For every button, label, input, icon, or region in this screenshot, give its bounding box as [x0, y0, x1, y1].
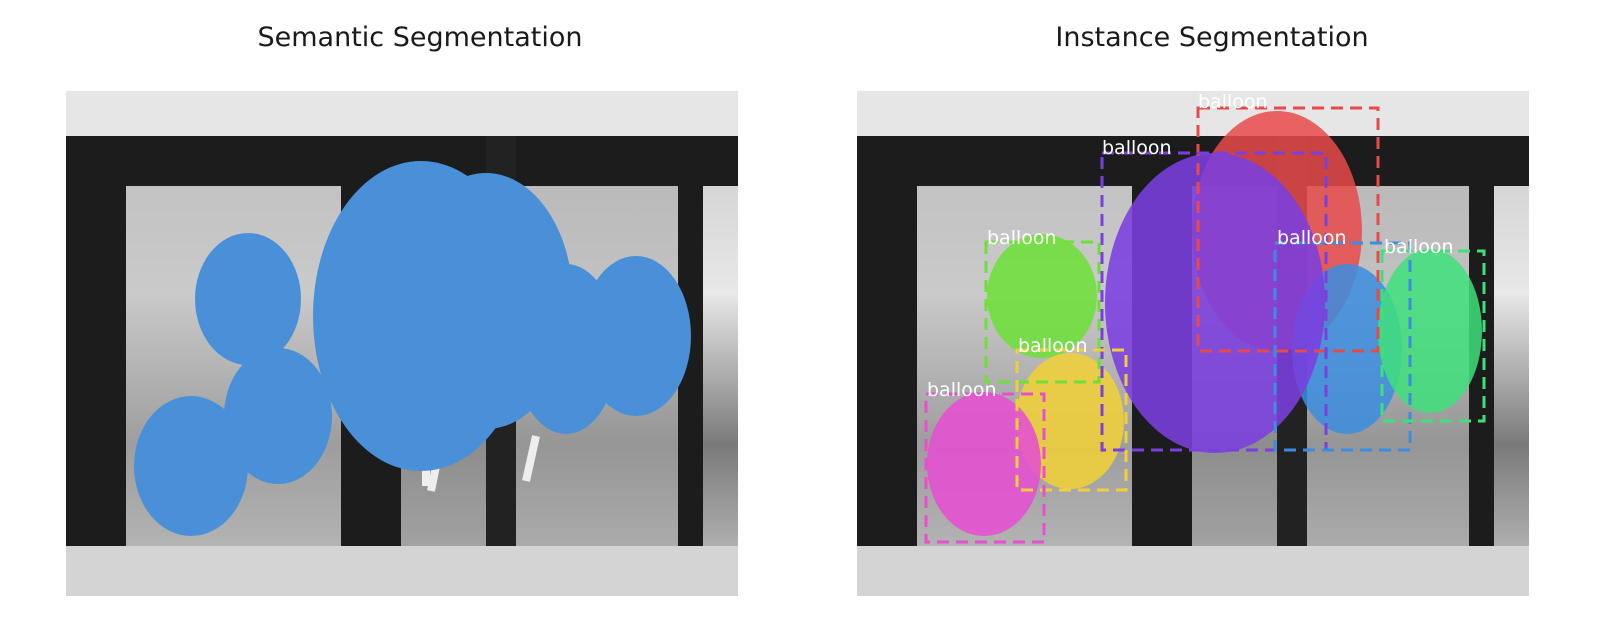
label-blue: balloon	[1277, 227, 1347, 249]
label-red: balloon	[1198, 91, 1268, 113]
balloon-mask-purple	[1105, 153, 1325, 453]
bbox-purple	[1100, 151, 1328, 452]
label-purple: balloon	[1102, 137, 1172, 159]
bbox-yellow	[1015, 348, 1128, 492]
balloon-mask	[195, 233, 301, 365]
balloon-mask	[224, 348, 332, 484]
label-yellow: balloon	[1018, 335, 1088, 357]
balloon-masks	[134, 161, 691, 536]
bbox-blue	[1273, 241, 1412, 452]
instance-segmentation-title: Instance Segmentation	[1055, 22, 1369, 53]
balloon-mask-green	[987, 234, 1097, 358]
label-teal: balloon	[1384, 236, 1454, 258]
instance-segmentation-image: balloon balloon balloon balloon balloon …	[857, 91, 1529, 596]
semantic-segmentation-image	[66, 91, 738, 596]
instance-labels: balloon balloon balloon balloon balloon …	[927, 91, 1454, 401]
balloon-mask-teal	[1378, 249, 1482, 413]
semantic-segmentation-title: Semantic Segmentation	[257, 22, 583, 53]
balloon-mask-magenta	[927, 392, 1041, 536]
bbox-red	[1196, 106, 1380, 353]
balloon-mask	[581, 256, 691, 416]
bounding-boxes	[924, 106, 1486, 544]
instance-masks	[927, 111, 1482, 536]
bbox-teal	[1380, 249, 1486, 423]
balloon-mask	[134, 396, 248, 536]
label-magenta: balloon	[927, 379, 997, 401]
bbox-green	[984, 240, 1101, 384]
label-green: balloon	[987, 227, 1057, 249]
bbox-magenta	[924, 392, 1046, 544]
balloon-mask	[313, 161, 529, 486]
